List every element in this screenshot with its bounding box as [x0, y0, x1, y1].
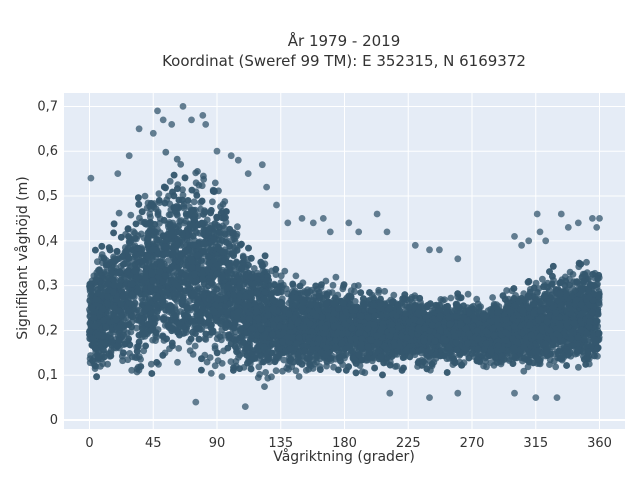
data-point	[155, 190, 163, 198]
data-point	[390, 291, 398, 299]
data-point	[279, 367, 286, 375]
data-point	[569, 271, 577, 278]
data-point	[447, 294, 455, 302]
data-point	[231, 237, 239, 245]
data-point	[177, 161, 185, 168]
data-point	[173, 155, 181, 163]
data-point	[213, 335, 221, 343]
data-point	[147, 360, 155, 368]
data-point	[552, 363, 560, 371]
data-point	[539, 275, 546, 283]
data-point	[295, 373, 303, 380]
data-point	[128, 366, 136, 374]
data-point	[329, 281, 337, 289]
data-point	[136, 214, 143, 222]
data-point	[162, 148, 170, 156]
data-point	[361, 369, 369, 377]
data-point	[280, 356, 288, 364]
data-point	[489, 294, 496, 301]
data-point	[583, 258, 590, 266]
data-point	[179, 186, 186, 194]
data-point	[211, 362, 219, 370]
data-point	[207, 370, 215, 377]
data-point	[381, 287, 389, 295]
data-points	[86, 103, 603, 410]
data-point	[192, 169, 200, 177]
data-point	[277, 272, 285, 280]
data-point	[439, 297, 447, 304]
data-point	[227, 358, 235, 365]
data-point	[200, 176, 208, 183]
data-point	[127, 211, 135, 219]
data-point	[115, 209, 123, 217]
data-point	[520, 367, 528, 375]
data-point	[166, 177, 174, 185]
data-point	[464, 290, 472, 298]
data-point	[175, 345, 183, 352]
data-point	[272, 367, 280, 375]
data-point	[347, 287, 355, 295]
data-point	[124, 356, 132, 364]
data-point	[174, 358, 181, 366]
data-point	[221, 198, 229, 205]
data-point	[332, 273, 340, 281]
